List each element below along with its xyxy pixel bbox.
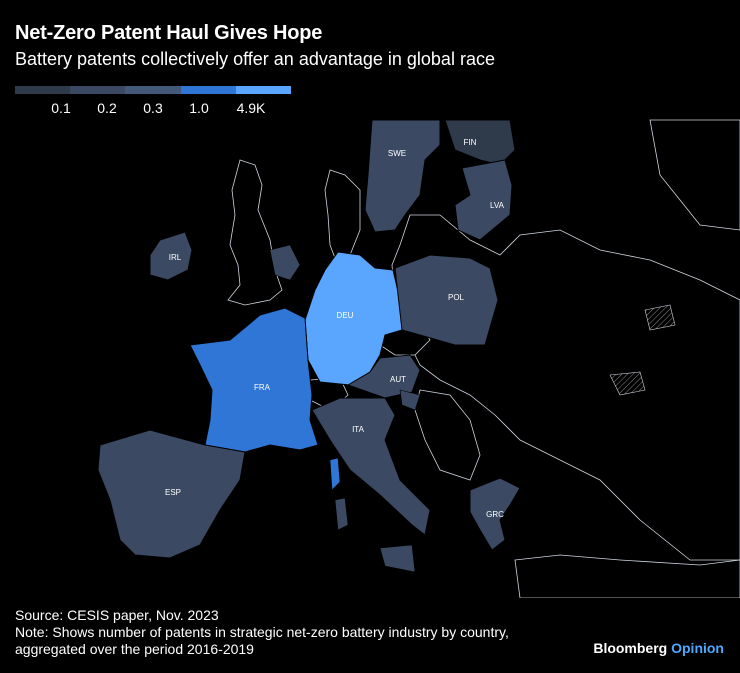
label-swe: SWE (388, 149, 406, 158)
country-pol[interactable] (394, 254, 499, 346)
country-lva[interactable] (454, 159, 513, 241)
legend-threshold: 0.2 (97, 100, 117, 116)
label-irl: IRL (169, 253, 182, 262)
country-grc[interactable] (469, 477, 521, 551)
benelux-region (269, 244, 301, 281)
note-line-2: aggregated over the period 2016-2019 (15, 641, 254, 657)
country-esp[interactable] (97, 429, 246, 559)
source-note: Source: CESIS paper, Nov. 2023 (15, 607, 219, 623)
note-line-1: Note: Shows number of patents in strateg… (15, 624, 509, 640)
legend-swatch-3 (125, 86, 181, 94)
label-esp: ESP (165, 488, 181, 497)
sardinia-island (334, 497, 349, 531)
legend-threshold: 0.3 (143, 100, 163, 116)
slovenia-region (399, 389, 421, 411)
label-aut: AUT (390, 375, 406, 384)
country-swe[interactable] (364, 119, 441, 233)
country-aut[interactable] (346, 354, 421, 399)
hatched-region (609, 371, 646, 396)
country-fra[interactable] (189, 307, 319, 453)
brand-opinion: Opinion (671, 640, 724, 656)
country-fin[interactable] (444, 119, 516, 166)
label-pol: POL (448, 293, 465, 302)
country-irl[interactable] (149, 231, 193, 281)
legend-threshold: 0.1 (51, 100, 71, 116)
chart-subtitle: Battery patents collectively offer an ad… (15, 49, 495, 69)
label-grc: GRC (486, 510, 504, 519)
legend-swatch-4 (180, 86, 236, 94)
legend-color-bar (15, 86, 292, 94)
sicily-island (379, 544, 416, 573)
label-ita: ITA (352, 425, 365, 434)
brand-name: Bloomberg (593, 640, 668, 656)
color-legend: 0.1 0.2 0.3 1.0 4.9K (15, 86, 292, 116)
country-ita[interactable] (311, 397, 431, 536)
europe-map: FIN SWE LVA IRL DEU POL FRA AUT ITA ESP … (97, 119, 740, 598)
legend-threshold: 1.0 (189, 100, 209, 116)
legend-swatch-1 (15, 86, 71, 94)
corsica-island (329, 457, 341, 491)
chart-title: Net-Zero Patent Haul Gives Hope (15, 22, 323, 44)
label-lva: LVA (490, 201, 505, 210)
label-fra: FRA (254, 383, 271, 392)
chart-footer: Source: CESIS paper, Nov. 2023 Note: Sho… (15, 607, 509, 658)
label-deu: DEU (337, 311, 354, 320)
legend-threshold: 4.9K (236, 100, 266, 116)
label-fin: FIN (464, 138, 477, 147)
country-labels: FIN SWE LVA IRL DEU POL FRA AUT ITA ESP … (165, 138, 505, 519)
legend-swatch-2 (70, 86, 126, 94)
hatched-region (644, 304, 676, 331)
country-deu[interactable] (304, 251, 403, 386)
bloomberg-opinion-logo: Bloomberg Opinion (593, 640, 724, 656)
legend-swatch-5 (235, 86, 292, 94)
